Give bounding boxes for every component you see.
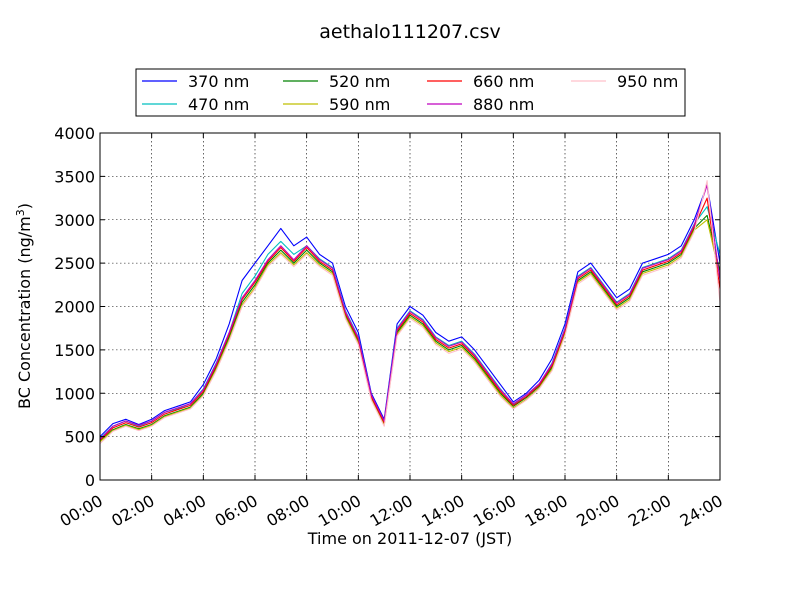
y-tick-label: 2500 [54,254,95,273]
series-line-880-nm [99,184,721,440]
legend-label: 880 nm [473,95,534,114]
chart-title: aethalo111207.csv [319,21,501,43]
y-tick-label: 1500 [54,341,95,360]
series-line-370-nm [99,184,721,437]
y-axis-label-close: ) [15,203,34,209]
series-line-660-nm [99,197,721,441]
y-tick-label: 3500 [54,167,95,186]
x-axis-label: Time on 2011-12-07 (JST) [307,529,512,548]
series-line-950-nm [99,180,721,444]
legend-label: 590 nm [329,95,390,114]
y-tick-labels: 0 500 1000 1500 2000 2500 3000 3500 4000 [54,124,95,490]
y-tick-label: 0 [85,471,95,490]
y-axis-label-main: BC Concentration (ng/m [15,216,34,409]
y-tick-label: 4000 [54,124,95,143]
axis-ticks [99,132,721,481]
legend-label: 470 nm [188,95,249,114]
series-lines [99,180,721,444]
y-tick-label: 3000 [54,211,95,230]
series-line-520-nm [99,214,721,442]
legend-entries: 370 nm 470 nm 520 nm 590 nm 660 nm 880 nm 950 … [142,72,678,114]
legend-label: 370 nm [188,72,249,91]
y-tick-label: 1000 [54,384,95,403]
y-axis-label-superscript: 3 [14,209,27,216]
y-tick-label: 500 [64,428,95,447]
legend-label: 950 nm [617,72,678,91]
y-tick-label: 2000 [54,298,95,317]
y-axis-label: BC Concentration (ng/m3) [14,203,34,409]
legend-label: 520 nm [329,72,390,91]
legend-label: 660 nm [473,72,534,91]
legend-box [135,68,686,117]
legend: 370 nm 470 nm 520 nm 590 nm 660 nm 880 nm 950 … [135,68,686,117]
